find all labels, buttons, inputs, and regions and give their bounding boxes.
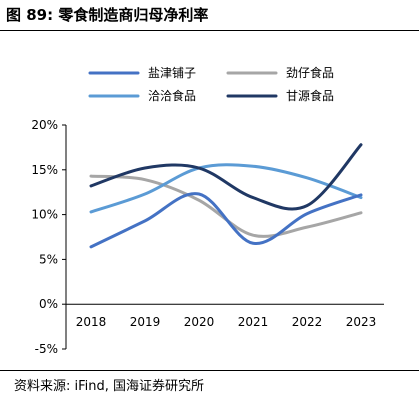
x-tick-label: 2019	[130, 315, 161, 329]
source-note: 资料来源: iFind, 国海证券研究所	[14, 379, 205, 394]
legend-label: 洽洽食品	[148, 88, 196, 103]
x-tick-label: 2018	[76, 315, 107, 329]
y-tick-label: 5%	[39, 252, 58, 266]
axes: 20% 15% 10% 5% 0% -5% 2018 2019 2020 2021 2022 2023	[31, 118, 384, 356]
x-tick-label: 2022	[292, 315, 323, 329]
source-divider	[0, 370, 419, 371]
legend-label: 甘源食品	[286, 88, 334, 103]
title-divider	[0, 30, 419, 31]
x-tick-label: 2021	[238, 315, 269, 329]
x-tick-label: 2023	[346, 315, 377, 329]
y-tick-label: 10%	[31, 208, 58, 222]
figure-title: 图 89: 零食制造商归母净利率	[6, 6, 209, 24]
x-tick-label: 2020	[184, 315, 215, 329]
y-tick-label: -5%	[35, 342, 58, 356]
series-line-1	[89, 192, 363, 249]
y-tick-label: 15%	[31, 163, 58, 177]
series-line-3	[89, 163, 363, 214]
legend-label: 盐津铺子	[148, 66, 196, 80]
legend-label: 劲仔食品	[286, 65, 334, 80]
line-chart: 20% 15% 10% 5% 0% -5% 2018 2019 2020 2021 2022 2023…	[31, 65, 384, 356]
y-tick-label: 0%	[39, 297, 58, 311]
y-tick-label: 20%	[31, 118, 58, 132]
series-layer	[89, 143, 363, 249]
series-line-4	[89, 143, 363, 211]
